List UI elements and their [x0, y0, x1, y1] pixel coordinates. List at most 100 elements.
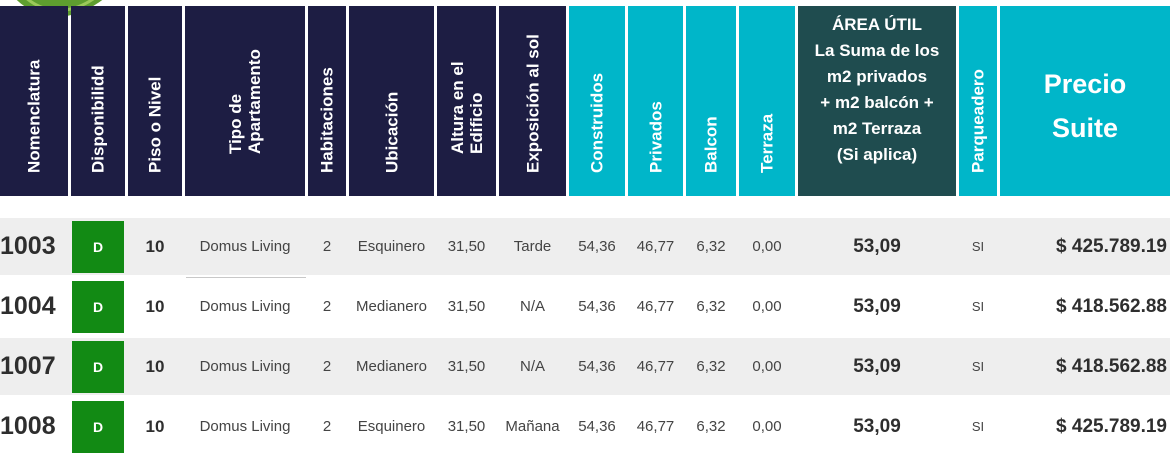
header-altura-line1: Altura en el [447, 61, 467, 154]
cell-terraza: 0,00 [752, 358, 782, 375]
cell-balcon: 6,32 [696, 418, 726, 435]
divider [186, 277, 306, 278]
area-util-line5: m2 Terraza [832, 119, 922, 138]
cell-disponibilidad: D [71, 278, 125, 335]
cell-balcon: 6,32 [696, 238, 726, 255]
table-row: 1003 D 10 Domus Living 2 Esquinero 31,50… [0, 218, 1170, 275]
cell-piso: 10 [145, 416, 165, 436]
cell-parqueadero: SI [971, 359, 985, 374]
cell-tipo: Domus Living [199, 418, 291, 435]
cell-tipo: Domus Living [199, 358, 291, 375]
header-exposicion-label: Exposición al sol [523, 34, 542, 173]
cell-disponibilidad: D [71, 338, 125, 395]
area-util-line3: m2 privados [826, 67, 928, 86]
header-piso-label: Piso o Nivel [145, 76, 165, 173]
availability-badge: D [72, 400, 124, 453]
cell-altura: 31,50 [447, 418, 486, 435]
header-tipo-line2: Apartamento [245, 49, 264, 154]
cell-precio: $ 418.562.88 [1056, 355, 1167, 377]
header-altura-label: Altura en el Edificio [448, 4, 486, 154]
header-exposicion: Exposición al sol [499, 6, 566, 196]
header-balcon-label: Balcon [701, 116, 721, 173]
header-terraza: Terraza [739, 6, 795, 196]
cell-privados: 46,77 [636, 358, 675, 375]
header-tipo: Tipo de Apartamento [185, 6, 305, 196]
cell-privados: 46,77 [636, 238, 675, 255]
cell-nomenclatura: 1004 [0, 292, 56, 320]
header-nomenclatura: Nomenclatura [0, 6, 68, 196]
cell-altura: 31,50 [447, 358, 486, 375]
header-parqueadero-label: Parqueadero [968, 69, 988, 173]
header-construidos: Construidos [569, 6, 625, 196]
table-row: 1008 D 10 Domus Living 2 Esquinero 31,50… [0, 398, 1170, 455]
cell-ubicacion: Esquinero [357, 238, 426, 255]
cell-piso: 10 [145, 296, 165, 316]
cell-exposicion: N/A [519, 298, 545, 315]
cell-habitaciones: 2 [322, 238, 332, 255]
cell-piso: 10 [145, 236, 165, 256]
cell-construidos: 54,36 [578, 238, 616, 255]
header-terraza-label: Terraza [757, 113, 777, 173]
cell-construidos: 54,36 [578, 298, 616, 315]
area-util-line4: + m2 balcón + [820, 93, 934, 112]
cell-nomenclatura: 1007 [0, 352, 56, 380]
cell-habitaciones: 2 [322, 358, 332, 375]
header-privados: Privados [628, 6, 683, 196]
cell-exposicion: N/A [519, 358, 545, 375]
cell-terraza: 0,00 [752, 238, 782, 255]
header-area-util-text: ÁREA ÚTIL La Suma de los m2 privados + m… [798, 12, 956, 168]
cell-area-util: 53,09 [853, 295, 901, 317]
cell-disponibilidad: D [71, 218, 125, 275]
cell-terraza: 0,00 [752, 298, 782, 315]
header-disponibilidad-label: Disponibilidd [88, 65, 108, 173]
cell-precio: $ 418.562.88 [1056, 295, 1167, 317]
header-construidos-label: Construidos [587, 72, 607, 173]
table-row: 1007 D 10 Domus Living 2 Medianero 31,50… [0, 338, 1170, 395]
cell-balcon: 6,32 [696, 298, 726, 315]
cell-privados: 46,77 [636, 298, 675, 315]
header-ubicacion-label: Ubicación [382, 91, 401, 173]
header-precio: Precio Suite [1000, 6, 1170, 196]
availability-badge: D [72, 340, 124, 393]
header-altura: Altura en el Edificio [437, 6, 496, 196]
cell-altura: 31,50 [447, 298, 486, 315]
cell-area-util: 53,09 [853, 355, 901, 377]
cell-exposicion: Tarde [513, 238, 552, 255]
header-tipo-line1: Tipo de [226, 93, 245, 154]
cell-balcon: 6,32 [696, 358, 726, 375]
cell-parqueadero: SI [971, 419, 985, 434]
header-habitaciones-label: Habitaciones [317, 67, 337, 173]
cell-nomenclatura: 1003 [0, 232, 56, 260]
header-precio-text: Precio Suite [1000, 62, 1170, 150]
cell-construidos: 54,36 [578, 358, 616, 375]
cell-parqueadero: SI [971, 299, 985, 314]
cell-area-util: 53,09 [853, 235, 901, 257]
cell-nomenclatura: 1008 [0, 412, 56, 440]
header-ubicacion: Ubicación [349, 6, 434, 196]
availability-badge: D [72, 280, 124, 333]
cell-precio: $ 425.789.19 [1056, 235, 1167, 257]
cell-altura: 31,50 [447, 238, 486, 255]
table-row: 1004 D 10 Domus Living 2 Medianero 31,50… [0, 278, 1170, 335]
header-piso: Piso o Nivel [128, 6, 182, 196]
cell-piso: 10 [145, 356, 165, 376]
header-nomenclatura-label: Nomenclatura [24, 59, 44, 173]
header-disponibilidad: Disponibilidd [71, 6, 125, 196]
precio-line1: Precio [1043, 69, 1127, 99]
cell-habitaciones: 2 [322, 418, 332, 435]
cell-habitaciones: 2 [322, 298, 332, 315]
cell-ubicacion: Medianero [356, 298, 427, 315]
cell-area-util: 53,09 [853, 415, 901, 437]
header-parqueadero: Parqueadero [959, 6, 997, 196]
area-util-line2: La Suma de los [814, 41, 940, 60]
cell-tipo: Domus Living [199, 298, 291, 315]
header-habitaciones: Habitaciones [308, 6, 346, 196]
cell-tipo: Domus Living [199, 238, 291, 255]
cell-terraza: 0,00 [752, 418, 782, 435]
availability-badge: D [72, 220, 124, 273]
header-altura-line2: Edificio [466, 92, 486, 154]
cell-construidos: 54,36 [578, 418, 616, 435]
header-area-util: ÁREA ÚTIL La Suma de los m2 privados + m… [798, 6, 956, 196]
cell-ubicacion: Medianero [356, 358, 427, 375]
cell-privados: 46,77 [636, 418, 675, 435]
